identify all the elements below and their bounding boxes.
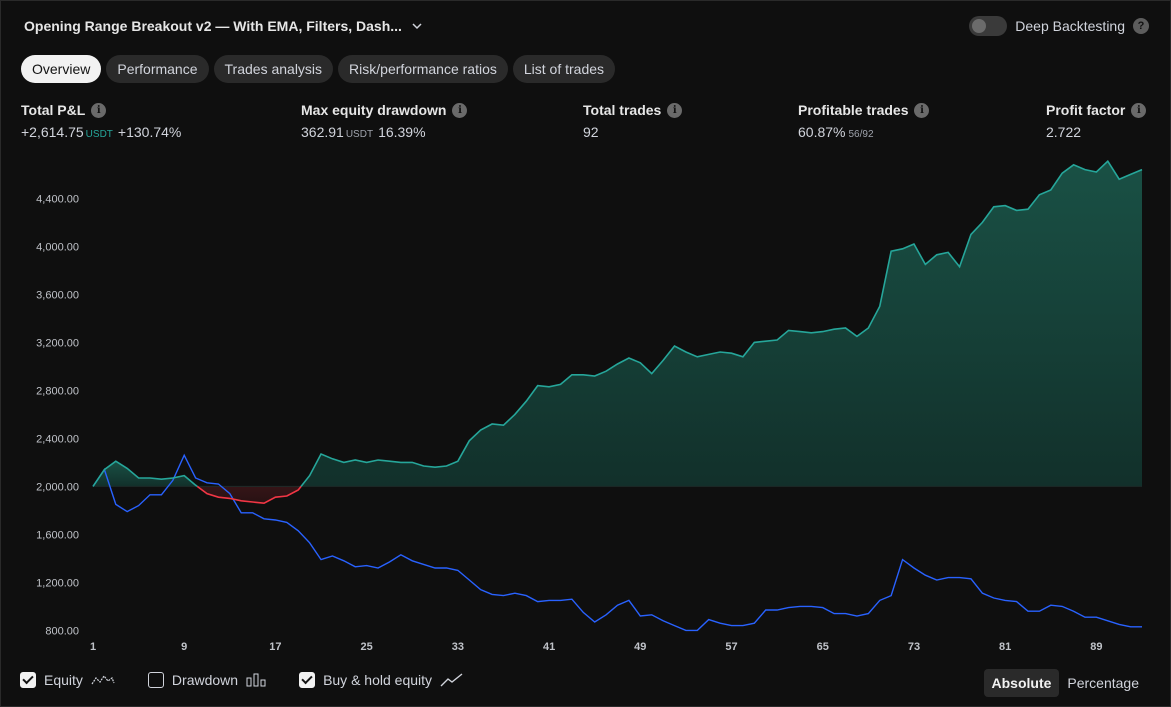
metric-value: 92 — [583, 124, 599, 140]
x-tick-label: 1 — [90, 641, 96, 653]
y-tick-label: 2,000.00 — [36, 481, 79, 493]
x-tick-label: 57 — [725, 641, 737, 653]
equity-chart[interactable]: 4,400.00 4,000.00 3,600.00 3,200.00 2,800.00… — [0, 160, 1171, 660]
metric-unit: USDT — [345, 129, 374, 140]
metric-label: Profit factor — [1046, 102, 1126, 118]
equity-line — [196, 485, 302, 505]
buy-hold-checkbox[interactable] — [299, 672, 316, 688]
x-tick-label: 17 — [269, 641, 281, 653]
y-tick-label: 4,400.00 — [36, 193, 79, 205]
legend-buy-hold[interactable]: Buy & hold equity — [299, 672, 464, 688]
x-tick-label: 49 — [634, 641, 646, 653]
metric-profitable-trades: Profitable trades i 60.87% 56/92 — [798, 102, 930, 140]
info-icon[interactable]: i — [91, 102, 107, 118]
metric-sub: +130.74% — [117, 124, 182, 140]
info-icon[interactable]: i — [1131, 102, 1147, 118]
equity-line — [300, 160, 1143, 487]
legend-buy-hold-label: Buy & hold equity — [323, 672, 433, 688]
y-tick-label: 1,200.00 — [36, 577, 79, 589]
tab-performance[interactable]: Performance — [106, 55, 209, 83]
metric-value: 2.722 — [1046, 124, 1082, 140]
tab-bar: Overview Performance Trades analysis Ris… — [21, 55, 616, 83]
info-icon[interactable]: i — [452, 102, 468, 118]
equity-area-profit — [301, 161, 1142, 487]
tab-list-of-trades[interactable]: List of trades — [512, 55, 616, 83]
equity-line — [92, 460, 198, 488]
chevron-down-icon[interactable] — [412, 21, 422, 31]
x-tick-label: 25 — [361, 641, 373, 653]
metric-label: Total trades — [583, 102, 662, 118]
deep-backtesting: Deep Backtesting ? — [969, 16, 1149, 36]
x-tick-label: 41 — [543, 641, 555, 653]
y-tick-label: 3,200.00 — [36, 337, 79, 349]
info-icon[interactable]: i — [667, 102, 683, 118]
deep-backtesting-toggle[interactable] — [969, 16, 1008, 36]
equity-line-icon — [91, 674, 115, 685]
absolute-button[interactable]: Absolute — [983, 669, 1060, 697]
strategy-title[interactable]: Opening Range Breakout v2 — With EMA, Fi… — [24, 18, 402, 34]
equity-area-profit — [93, 461, 198, 487]
y-tick-label: 3,600.00 — [36, 289, 79, 301]
display-mode: Absolute Percentage — [983, 669, 1148, 697]
y-tick-label: 2,800.00 — [36, 385, 79, 397]
metric-label: Total P&L — [21, 102, 86, 118]
legend-equity[interactable]: Equity — [20, 672, 115, 688]
y-tick-label: 2,400.00 — [36, 433, 79, 445]
metric-label: Max equity drawdown — [301, 102, 447, 118]
legend-drawdown-label: Drawdown — [171, 672, 239, 688]
metric-value: 60.87% — [798, 124, 846, 140]
metric-total-trades: Total trades i 92 — [583, 102, 683, 140]
drawdown-checkbox[interactable] — [147, 672, 164, 688]
info-icon[interactable]: i — [914, 102, 930, 118]
strategy-header[interactable]: Opening Range Breakout v2 — With EMA, Fi… — [24, 18, 422, 34]
metric-sub: 56/92 — [848, 129, 874, 140]
metric-value: 362.91 — [301, 124, 344, 140]
metric-max-drawdown: Max equity drawdown i 362.91 USDT 16.39% — [301, 102, 468, 140]
metric-label: Profitable trades — [798, 102, 909, 118]
tab-risk-performance-ratios[interactable]: Risk/performance ratios — [338, 55, 508, 83]
metric-profit-factor: Profit factor i 2.722 — [1046, 102, 1147, 140]
metric-value: +2,614.75 — [21, 124, 84, 140]
x-tick-label: 33 — [452, 641, 464, 653]
percentage-button[interactable]: Percentage — [1067, 675, 1139, 691]
equity-checkbox[interactable] — [20, 672, 36, 688]
y-tick-label: 800.00 — [45, 625, 79, 637]
chart-legend: Equity Drawdown Buy & hold equity — [20, 672, 497, 688]
y-tick-label: 1,600.00 — [36, 529, 79, 541]
deep-backtesting-label: Deep Backtesting — [1015, 18, 1125, 34]
x-tick-label: 73 — [908, 641, 920, 653]
help-icon[interactable]: ? — [1133, 18, 1149, 34]
metric-sub: 16.39% — [378, 124, 426, 140]
x-tick-label: 65 — [817, 641, 829, 653]
tab-overview[interactable]: Overview — [21, 55, 102, 83]
tab-trades-analysis[interactable]: Trades analysis — [213, 55, 334, 83]
trend-line-icon — [440, 673, 463, 687]
x-tick-label: 81 — [999, 641, 1011, 653]
metric-total-pnl: Total P&L i +2,614.75 USDT +130.74% — [21, 102, 181, 140]
y-tick-label: 4,000.00 — [36, 241, 79, 253]
bar-chart-icon — [246, 673, 266, 687]
metric-unit: USDT — [85, 129, 113, 140]
x-tick-label: 9 — [181, 641, 187, 653]
buy-hold-line — [92, 453, 1142, 632]
legend-drawdown[interactable]: Drawdown — [147, 672, 266, 688]
legend-equity-label: Equity — [44, 672, 83, 688]
equity-area-loss — [197, 486, 302, 504]
x-tick-label: 89 — [1090, 641, 1102, 653]
